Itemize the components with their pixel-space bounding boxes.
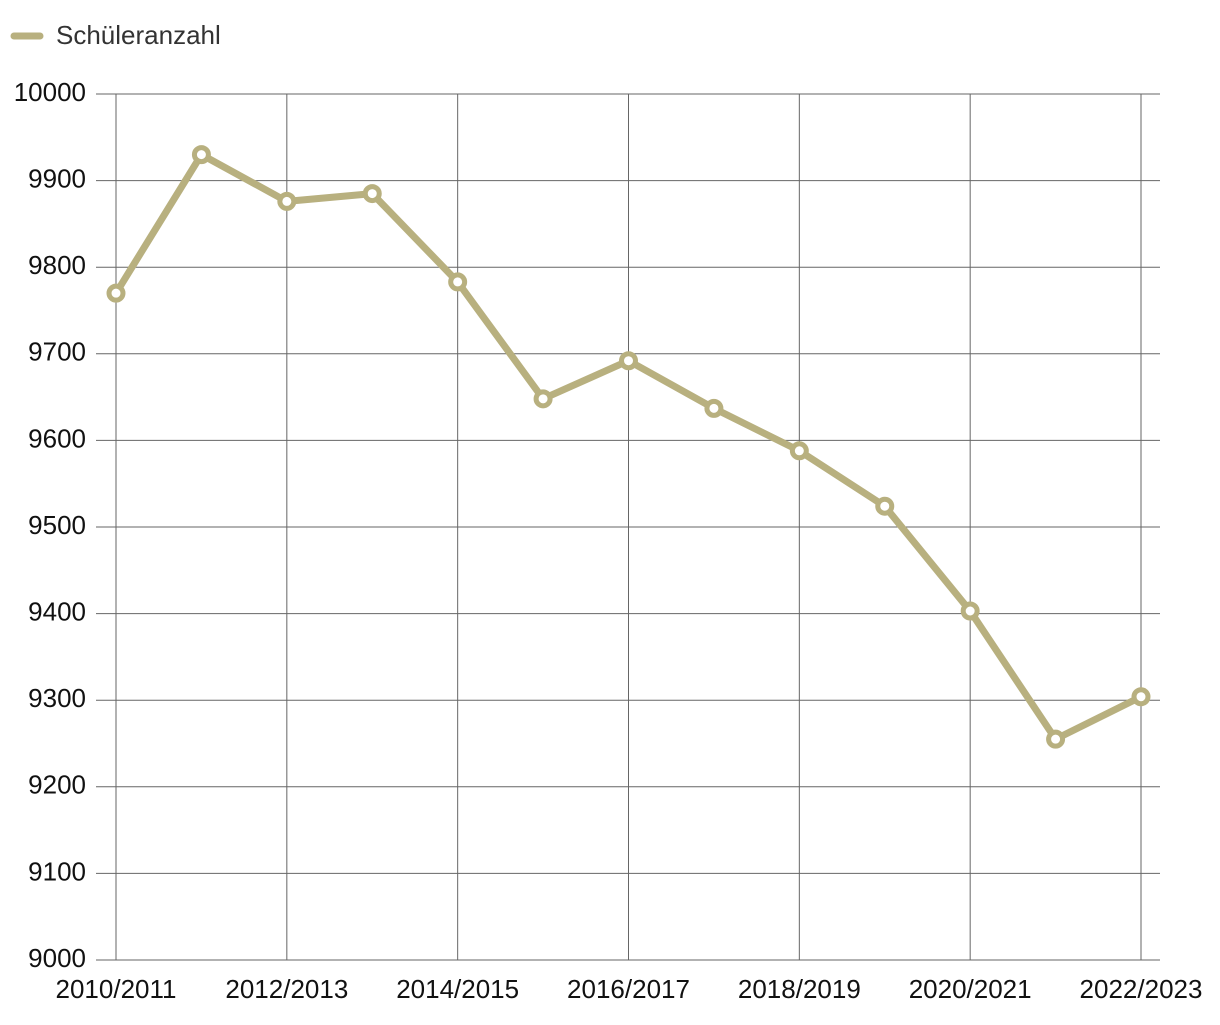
x-tick-label: 2016/2017: [567, 974, 690, 1004]
data-point: [1046, 729, 1066, 749]
y-tick-label: 9900: [28, 163, 86, 193]
legend-label: Schüleranzahl: [56, 20, 221, 50]
data-point: [960, 601, 980, 621]
data-point: [448, 272, 468, 292]
y-tick-label: 9100: [28, 856, 86, 886]
data-point: [106, 283, 126, 303]
y-tick-label: 9700: [28, 337, 86, 367]
data-point: [362, 184, 382, 204]
data-point: [789, 441, 809, 461]
data-point: [619, 351, 638, 371]
x-tick-label: 2014/2015: [396, 974, 519, 1004]
x-tick-label: 2020/2021: [909, 974, 1032, 1004]
data-point: [875, 496, 895, 516]
y-tick-label: 9600: [28, 423, 86, 453]
y-tick-label: 9000: [28, 943, 86, 973]
y-tick-label: 9300: [28, 683, 86, 713]
y-tick-label: 10000: [14, 77, 86, 107]
legend: Schüleranzahl: [10, 20, 221, 50]
data-point: [533, 389, 553, 409]
x-tick-label: 2010/2011: [56, 974, 177, 1004]
data-point: [1131, 687, 1151, 707]
data-point: [191, 145, 211, 165]
x-tick-label: 2022/2023: [1080, 974, 1203, 1004]
y-tick-label: 9200: [28, 770, 86, 800]
y-tick-label: 9800: [28, 250, 86, 280]
data-point: [277, 191, 297, 211]
x-tick-label: 2012/2013: [225, 974, 348, 1004]
y-tick-label: 9400: [28, 596, 86, 626]
x-tick-label: 2018/2019: [738, 974, 861, 1004]
data-point: [704, 398, 724, 418]
y-tick-label: 9500: [28, 510, 86, 540]
